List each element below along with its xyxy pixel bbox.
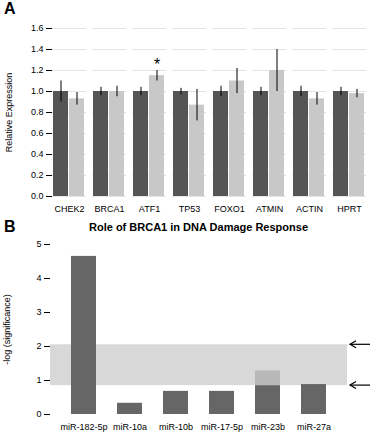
svg-text:-log (significance): -log (significance) [2,294,12,365]
svg-text:0.4: 0.4 [31,149,44,159]
svg-text:miR-10a: miR-10a [113,422,147,432]
svg-text:4: 4 [36,273,41,283]
svg-text:miR-10b: miR-10b [159,422,193,432]
svg-text:1.2: 1.2 [31,65,44,75]
svg-text:0: 0 [36,409,41,419]
html-text:Role of BRCA1 in DNA Damage Re: Role of BRCA1 in DNA Damage Response [89,221,308,233]
svg-text:BRCA1: BRCA1 [94,204,124,214]
svg-text:HPRT: HPRT [337,204,362,214]
svg-text:5: 5 [36,239,41,249]
html-text:A: A [4,0,16,17]
svg-text:1.4: 1.4 [31,44,44,54]
svg-text:ATMIN: ATMIN [256,204,283,214]
svg-text:FOXO1: FOXO1 [214,204,245,214]
svg-text:1: 1 [36,375,41,385]
svg-text:1.0: 1.0 [31,86,44,96]
svg-text:ACTIN: ACTIN [296,204,323,214]
svg-text:0.6: 0.6 [31,128,44,138]
svg-text:1.6: 1.6 [31,23,44,33]
svg-text:miR-17-5p: miR-17-5p [201,422,243,432]
svg-text:0.0: 0.0 [31,191,44,201]
svg-text:0.2: 0.2 [31,170,44,180]
svg-text:0.8: 0.8 [31,107,44,117]
html-text:B: B [4,218,16,235]
svg-text:ATF1: ATF1 [139,204,160,214]
svg-text:miR-23b: miR-23b [251,422,285,432]
svg-text:miR-27a: miR-27a [297,422,331,432]
svg-text:2: 2 [36,341,41,351]
svg-text:3: 3 [36,307,41,317]
svg-text:TP53: TP53 [179,204,201,214]
svg-text:miR-182-5p: miR-182-5p [60,422,107,432]
svg-text:CHEK2: CHEK2 [54,204,84,214]
svg-text:Relative Expression: Relative Expression [4,73,14,153]
svg-text:*: * [154,56,160,73]
